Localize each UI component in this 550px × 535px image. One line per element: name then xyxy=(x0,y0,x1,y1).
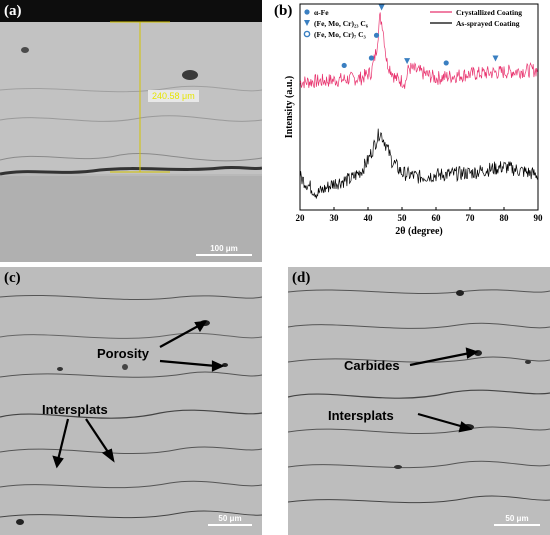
x-tick-label: 30 xyxy=(330,213,340,223)
panel-d-scale-line xyxy=(494,524,540,526)
x-axis-label: 2θ (degree) xyxy=(395,226,443,237)
panel-c-scale-line xyxy=(208,524,252,526)
intersplats-annotation-c: Intersplats xyxy=(42,402,108,417)
x-tick-label: 40 xyxy=(364,213,374,223)
panel-d-scalebar: 50 μm xyxy=(494,514,540,526)
x-tick-label: 20 xyxy=(296,213,306,223)
phase-legend-label: (Fe, Mo, Cr)₂₃ C₆ xyxy=(314,19,369,28)
legend-label-1: As-sprayed Coating xyxy=(456,19,520,28)
panel-b-label: (b) xyxy=(274,3,293,19)
xrd-chart: 20 30 40 50 60 70 80 90 2θ (degree) Intensity (a.… xyxy=(284,3,544,237)
porosity-annotation: Porosity xyxy=(97,346,150,361)
panel-a-scale-text: 100 μm xyxy=(210,244,238,253)
panel-d-micrograph xyxy=(288,267,550,535)
panel-a-scale-line xyxy=(196,254,252,256)
panel-d-scale-text: 50 μm xyxy=(505,514,529,523)
panel-a-scalebar: 100 μm xyxy=(196,244,252,256)
thickness-measurement: 240.58 μm xyxy=(148,90,199,102)
panel-c: (c) Porosity Intersplats 50 μm xyxy=(0,267,262,535)
x-tick-label: 70 xyxy=(466,213,476,223)
phase-marker-triangle xyxy=(304,20,310,26)
phase-marker-circle-outline xyxy=(303,30,311,38)
carbides-annotation: Carbides xyxy=(344,358,400,373)
panel-a-micrograph xyxy=(0,0,262,262)
phase-marker-circle xyxy=(304,9,310,15)
peak-marker-triangle xyxy=(492,55,499,62)
x-tick-label: 90 xyxy=(534,213,544,223)
peak-marker-circle xyxy=(443,60,449,66)
panel-c-label: (c) xyxy=(4,270,21,286)
intersplats-annotation-d: Intersplats xyxy=(328,408,394,423)
peak-marker-circle xyxy=(341,62,347,69)
panel-a: (a) 240.58 μm 100 μm xyxy=(0,0,262,262)
series-line-1 xyxy=(299,128,538,199)
y-axis-label: Intensity (a.u.) xyxy=(284,76,295,139)
peak-marker-circle xyxy=(368,55,374,61)
panel-c-scale-text: 50 μm xyxy=(218,514,242,523)
x-tick-label: 60 xyxy=(432,213,442,223)
peak-marker-triangle xyxy=(378,4,385,11)
panel-c-micrograph xyxy=(0,267,262,535)
x-tick-label: 50 xyxy=(398,213,408,223)
peak-marker-circle xyxy=(373,32,380,38)
x-tick-label: 80 xyxy=(500,213,510,223)
plot-frame xyxy=(299,3,539,211)
phase-legend-label: (Fe, Mo, Cr)₇ C₃ xyxy=(314,30,367,39)
panel-a-label: (a) xyxy=(4,3,22,19)
series-line-0 xyxy=(299,12,538,89)
panel-d: (d) Carbides Intersplats 50 μm xyxy=(288,267,550,535)
panel-c-scalebar: 50 μm xyxy=(208,514,252,526)
panel-b: 20 30 40 50 60 70 80 90 2θ (degree) Intensity (a.… xyxy=(272,0,550,262)
phase-legend-label: α-Fe xyxy=(314,8,329,17)
legend-label-0: Crystallized Coating xyxy=(456,8,522,17)
peak-marker-triangle xyxy=(404,58,411,65)
panel-d-label: (d) xyxy=(292,270,311,286)
